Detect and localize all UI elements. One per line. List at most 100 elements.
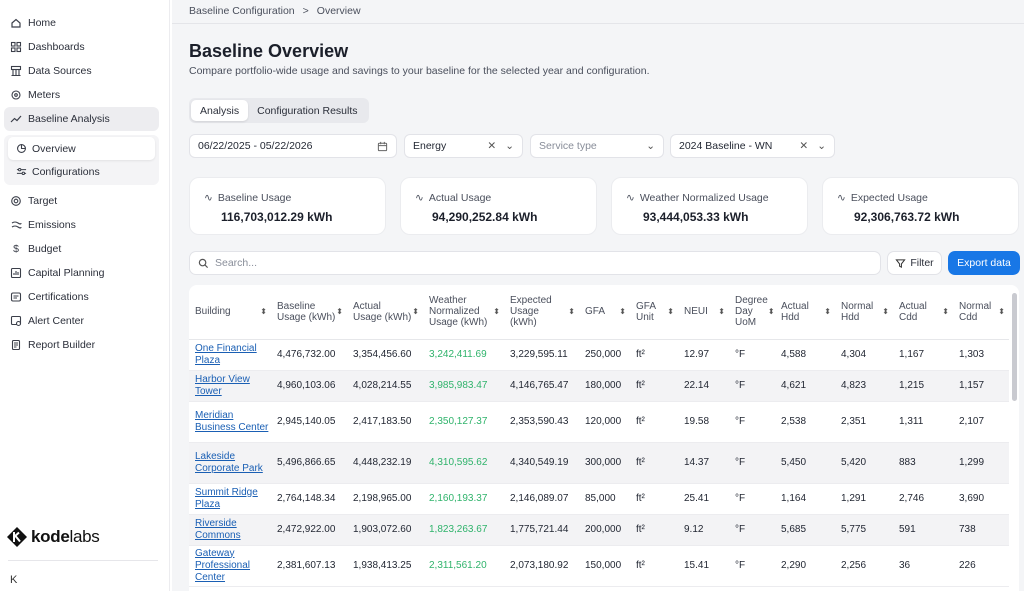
trend-icon	[10, 113, 22, 125]
pulse-icon: ∿	[626, 192, 635, 204]
search-input[interactable]: Search...	[189, 251, 881, 275]
building-link[interactable]: Meridian Business Center	[189, 401, 271, 443]
sidebar-nav: Home Dashboards Data Sources Meters Base…	[0, 11, 170, 357]
tab-configuration-results[interactable]: Configuration Results	[257, 104, 358, 117]
table-cell: 2,256	[835, 545, 893, 587]
sidebar-item-label: Baseline Analysis	[28, 113, 110, 125]
table-cell: 9.12	[678, 514, 729, 546]
table-cell: 2,351	[835, 401, 893, 443]
table-cell: 2,290	[775, 545, 835, 587]
table-row: Gateway Professional Center 2,381,607.13 1…	[189, 545, 1009, 587]
sidebar-item-dashboards[interactable]: Dashboards	[0, 35, 170, 59]
export-data-button[interactable]: Export data	[948, 251, 1020, 275]
card-value: 92,306,763.72 kWh	[854, 210, 960, 224]
sidebar-item-baseline-analysis[interactable]: Baseline Analysis	[4, 107, 159, 131]
table-cell: 4,476,732.00	[271, 339, 347, 371]
sidebar-item-certifications[interactable]: Certifications	[0, 285, 170, 309]
column-header[interactable]: Building ⬍	[189, 285, 271, 340]
baseline-select-value: 2024 Baseline - WN	[679, 140, 773, 152]
column-header[interactable]: Normal Hdd ⬍	[835, 285, 893, 340]
column-header[interactable]: Baseline Usage (kWh) ⬍	[271, 285, 347, 340]
column-header[interactable]: NEUI ⬍	[678, 285, 729, 340]
building-link[interactable]: Harbor View Tower	[189, 370, 271, 402]
table-cell: °F	[729, 442, 775, 484]
table-row: One Financial Plaza 4,476,732.00 3,354,456…	[189, 339, 1009, 371]
pulse-icon: ∿	[204, 192, 213, 204]
sidebar-subitem-configurations[interactable]: Configurations	[8, 160, 155, 183]
page-title: Baseline Overview	[189, 41, 349, 61]
column-header[interactable]: GFA Unit ⬍	[630, 285, 678, 340]
table-cell: ft²	[630, 483, 678, 515]
building-link[interactable]: Gateway Professional Center	[189, 545, 271, 587]
report-icon	[10, 339, 22, 351]
column-header[interactable]: Expected Usage (kWh) ⬍	[504, 285, 579, 340]
alert-icon	[10, 315, 22, 327]
sidebar-item-home[interactable]: Home	[0, 11, 170, 35]
sidebar-item-emissions[interactable]: Emissions	[0, 213, 170, 237]
sidebar-item-meters[interactable]: Meters	[0, 83, 170, 107]
sidebar-subitem-overview[interactable]: Overview	[8, 137, 155, 160]
chevron-down-icon: ⌄	[646, 140, 655, 152]
building-link[interactable]: Lakeside Corporate Park	[189, 442, 271, 484]
table-cell: 4,621	[775, 370, 835, 402]
clear-icon[interactable]: ✕	[487, 140, 497, 152]
sidebar-item-report-builder[interactable]: Report Builder	[0, 333, 170, 357]
tab-analysis[interactable]: Analysis	[191, 100, 249, 121]
sidebar-item-label: Emissions	[28, 219, 76, 231]
column-header[interactable]: Actual Hdd ⬍	[775, 285, 835, 340]
service-type-select[interactable]: Service type ⌄	[530, 134, 664, 158]
table-cell: 883	[893, 442, 953, 484]
table-cell: °F	[729, 370, 775, 402]
baseline-select[interactable]: 2024 Baseline - WN ✕ ⌄	[670, 134, 835, 158]
sidebar-item-alert-center[interactable]: Alert Center	[0, 309, 170, 333]
table-cell: 2,146,089.07	[504, 483, 579, 515]
sidebar-item-label: Alert Center	[28, 315, 85, 327]
sort-icon: ⬍	[942, 307, 949, 317]
sidebar-item-target[interactable]: Target	[0, 189, 170, 213]
card-actual-usage: ∿ Actual Usage 94,290,252.84 kWh	[400, 177, 597, 235]
breadcrumb-link[interactable]: Baseline Configuration	[189, 5, 295, 17]
table-cell: 2,198,965.00	[347, 483, 423, 515]
filter-button[interactable]: Filter	[887, 251, 942, 275]
date-range-picker[interactable]: 06/22/2025 - 05/22/2026	[189, 134, 397, 158]
table-row: Harbor View Tower 4,960,103.06 4,028,214.5…	[189, 370, 1009, 402]
sort-icon: ⬍	[667, 307, 674, 317]
sidebar-item-label: Home	[28, 17, 57, 29]
column-header[interactable]: Degree Day UoM ⬍	[729, 285, 775, 340]
sidebar: Home Dashboards Data Sources Meters Base…	[0, 0, 170, 591]
table-scrollbar[interactable]	[1012, 293, 1017, 401]
column-header[interactable]: Weather Normalized Usage (kWh) ⬍	[423, 285, 504, 340]
sidebar-item-label: Budget	[28, 243, 62, 255]
table-cell: 25.41	[678, 483, 729, 515]
clear-icon[interactable]: ✕	[799, 140, 809, 152]
building-link[interactable]: Summit Ridge Plaza	[189, 483, 271, 515]
table-cell: ft²	[630, 442, 678, 484]
breadcrumb-divider	[172, 23, 1024, 24]
table-cell: 2,353,590.43	[504, 401, 579, 443]
service-type-placeholder: Service type	[539, 140, 597, 152]
main-content: Baseline Configuration > Overview Baseli…	[172, 0, 1024, 591]
certificate-icon	[10, 291, 22, 303]
column-header[interactable]: Normal Cdd ⬍	[953, 285, 1009, 340]
building-link[interactable]: Riverside Commons	[189, 514, 271, 546]
sidebar-item-budget[interactable]: $ Budget	[0, 237, 170, 261]
sidebar-item-capital-planning[interactable]: Capital Planning	[0, 261, 170, 285]
table-cell: 250,000	[579, 339, 630, 371]
building-link[interactable]: One Financial Plaza	[189, 339, 271, 371]
sidebar-item-data-sources[interactable]: Data Sources	[0, 59, 170, 83]
table-cell: 3,985,983.47	[423, 370, 504, 402]
sort-icon: ⬍	[824, 307, 831, 317]
table-cell: 3,690	[953, 483, 1009, 515]
table-cell: 5,496,866.65	[271, 442, 347, 484]
table-cell: ft²	[630, 545, 678, 587]
table-cell: ft²	[630, 339, 678, 371]
table-cell: °F	[729, 514, 775, 546]
column-header[interactable]: Actual Usage (kWh) ⬍	[347, 285, 423, 340]
sort-icon: ⬍	[568, 307, 575, 317]
column-header[interactable]: GFA ⬍	[579, 285, 630, 340]
table-cell: 85,000	[579, 483, 630, 515]
home-icon	[10, 17, 22, 29]
energy-select[interactable]: Energy ✕ ⌄	[404, 134, 523, 158]
collapse-sidebar-button[interactable]: K	[10, 574, 18, 586]
column-header[interactable]: Actual Cdd ⬍	[893, 285, 953, 340]
